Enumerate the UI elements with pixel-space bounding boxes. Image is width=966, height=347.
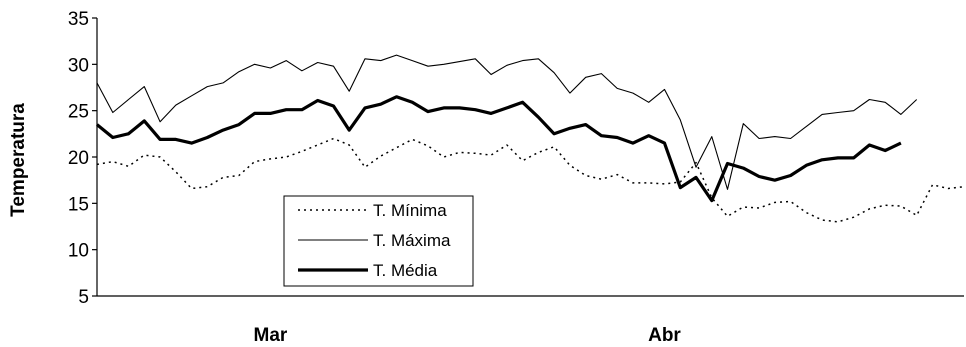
y-tick-label: 15 [68, 194, 89, 215]
x-category-label: Abr [648, 325, 681, 346]
legend-label-max: T. Máxima [373, 231, 451, 250]
legend-label-min: T. Mínima [373, 201, 447, 220]
x-category-labels: MarAbrMai [254, 325, 682, 346]
series-line-1 [96, 54, 918, 190]
y-tick-label: 10 [68, 241, 89, 262]
y-tick-label: 35 [68, 9, 89, 30]
x-category-label: Mar [254, 325, 288, 346]
y-tick-label: 30 [68, 55, 89, 76]
y-ticks: 5 10 15 20 25 30 35 [68, 9, 97, 308]
y-axis-label: Temperatura [8, 103, 29, 217]
series-lines [95, 54, 965, 223]
y-tick-label: 5 [78, 287, 89, 308]
series-line-0 [96, 137, 965, 223]
y-tick-label: 25 [68, 102, 89, 123]
legend-label-mean: T. Média [373, 261, 438, 280]
series-line-2 [95, 95, 902, 203]
y-tick-label: 20 [68, 148, 89, 169]
legend: T. Mínima T. Máxima T. Média [283, 195, 474, 287]
